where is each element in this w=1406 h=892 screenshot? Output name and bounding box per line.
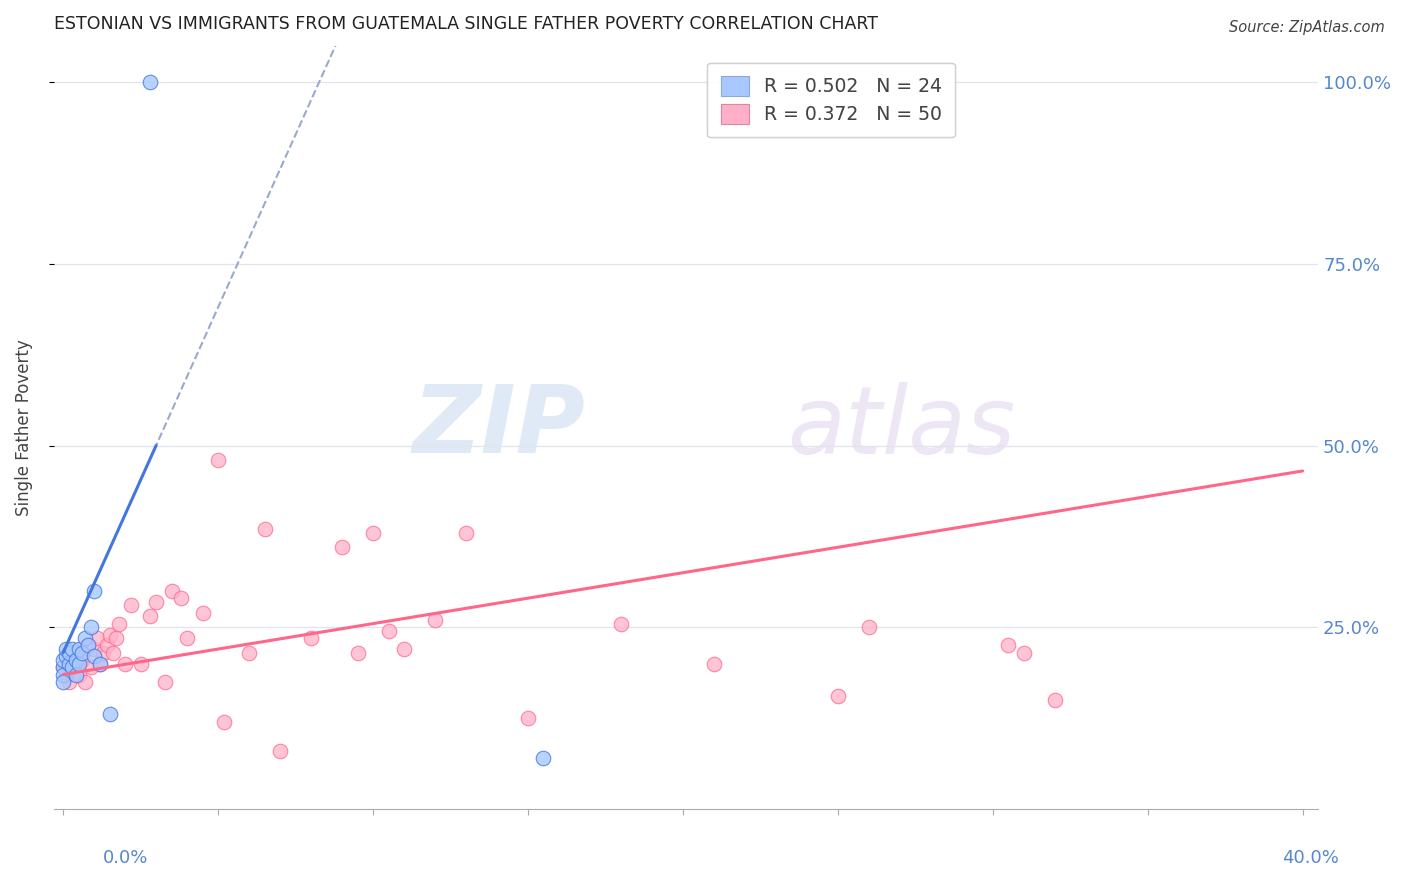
Point: [73, 674, 96, 689]
Point: [170, 591, 193, 606]
Point: [610, 616, 633, 631]
Point: [129, 657, 152, 671]
Text: 40.0%: 40.0%: [1282, 849, 1339, 867]
Point: [454, 525, 477, 540]
Point: [703, 657, 725, 671]
Point: [361, 525, 384, 540]
Point: [176, 631, 198, 645]
Point: [89, 657, 111, 671]
Point: [269, 744, 291, 758]
Point: [52, 674, 75, 689]
Point: [96, 639, 118, 653]
Text: atlas: atlas: [787, 382, 1015, 473]
Point: [139, 609, 162, 624]
Point: [93, 646, 115, 660]
Point: [89, 657, 111, 671]
Point: [330, 541, 353, 555]
Point: [65, 646, 87, 660]
Point: [65, 653, 87, 667]
Point: [191, 606, 214, 620]
Point: [827, 690, 849, 704]
Point: [238, 646, 260, 660]
Legend: R = 0.502   N = 24, R = 0.372   N = 50: R = 0.502 N = 24, R = 0.372 N = 50: [707, 62, 955, 137]
Point: [533, 751, 555, 765]
Point: [67, 657, 90, 671]
Point: [55, 667, 77, 681]
Point: [253, 522, 276, 536]
Point: [73, 631, 96, 645]
Point: [997, 639, 1019, 653]
Point: [52, 660, 75, 674]
Point: [392, 642, 415, 657]
Point: [423, 613, 446, 627]
Point: [83, 649, 105, 664]
Point: [377, 624, 399, 638]
Point: [65, 667, 87, 681]
Point: [62, 660, 84, 674]
Text: ZIP: ZIP: [412, 382, 585, 474]
Point: [108, 616, 131, 631]
Text: Source: ZipAtlas.com: Source: ZipAtlas.com: [1229, 20, 1385, 35]
Point: [70, 653, 93, 667]
Point: [98, 627, 121, 641]
Point: [858, 620, 880, 634]
Point: [62, 642, 84, 657]
Point: [214, 714, 236, 729]
Point: [139, 75, 162, 89]
Point: [114, 657, 136, 671]
Point: [104, 631, 127, 645]
Point: [58, 674, 80, 689]
Y-axis label: Single Father Poverty: Single Father Poverty: [15, 339, 32, 516]
Point: [145, 595, 167, 609]
Point: [1012, 646, 1035, 660]
Point: [55, 649, 77, 664]
Text: ESTONIAN VS IMMIGRANTS FROM GUATEMALA SINGLE FATHER POVERTY CORRELATION CHART: ESTONIAN VS IMMIGRANTS FROM GUATEMALA SI…: [53, 15, 877, 33]
Point: [55, 642, 77, 657]
Point: [299, 631, 322, 645]
Point: [101, 646, 124, 660]
Point: [83, 642, 105, 657]
Point: [58, 646, 80, 660]
Point: [77, 639, 100, 653]
Point: [52, 660, 75, 674]
Point: [346, 646, 368, 660]
Point: [160, 583, 183, 598]
Point: [83, 583, 105, 598]
Point: [70, 646, 93, 660]
Point: [207, 453, 229, 467]
Point: [77, 639, 100, 653]
Point: [67, 642, 90, 657]
Text: 0.0%: 0.0%: [103, 849, 148, 867]
Point: [67, 667, 90, 681]
Point: [120, 599, 142, 613]
Point: [80, 620, 103, 634]
Point: [52, 667, 75, 681]
Point: [58, 657, 80, 671]
Point: [516, 711, 538, 725]
Point: [1043, 693, 1066, 707]
Point: [80, 660, 103, 674]
Point: [62, 657, 84, 671]
Point: [52, 653, 75, 667]
Point: [155, 674, 177, 689]
Point: [98, 707, 121, 722]
Point: [86, 631, 108, 645]
